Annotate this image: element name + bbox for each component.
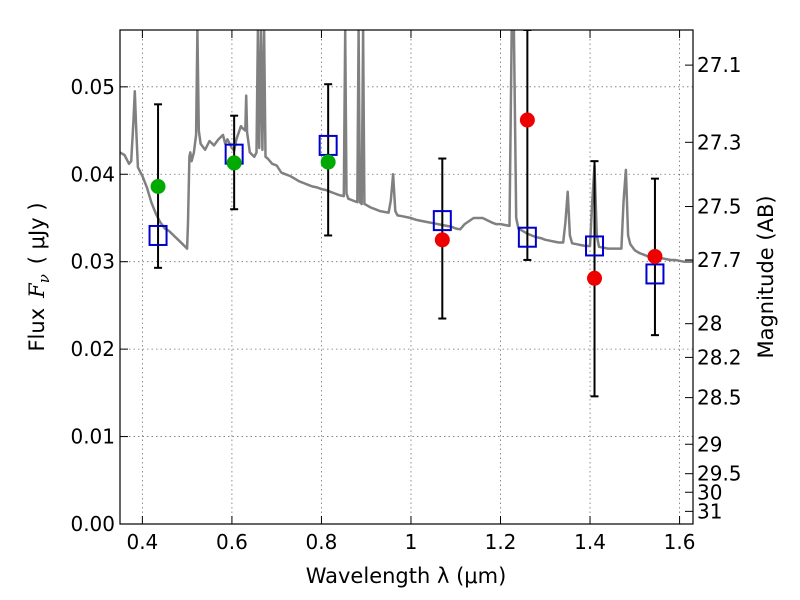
y2-tick-label: 27.3 — [697, 130, 742, 154]
y-tick-label: 0.02 — [70, 337, 115, 361]
y-tick-label: 0.01 — [70, 425, 115, 449]
y2-tick-label: 28.5 — [697, 386, 742, 410]
observed-flux-point — [647, 248, 663, 264]
observed-photometry-series — [150, 112, 663, 286]
observed-flux-point — [150, 179, 166, 195]
y2-tick-label: 31 — [697, 499, 722, 523]
y2-tick-label: 27.5 — [697, 195, 742, 219]
y-tick-label: 0.05 — [70, 75, 115, 99]
plot-frame — [119, 29, 694, 525]
model-photometry-square — [148, 224, 168, 246]
model-photometry-square — [585, 235, 605, 257]
y2-tick-label: 30 — [697, 480, 722, 504]
y-tick-labels: 0.00 0.01 0.02 0.03 0.04 0.05 — [70, 75, 115, 536]
model-photometry-square — [517, 226, 537, 248]
x-tick-labels: 0.4 0.6 0.8 1 1.2 1.4 1.6 — [126, 530, 695, 554]
x-tick-label: 1 — [405, 530, 418, 554]
observed-flux-point — [320, 154, 336, 170]
model-photometry-square — [645, 263, 665, 285]
y-axis-title-symbol: F — [25, 282, 49, 299]
y-tick-label: 0.00 — [70, 512, 115, 536]
observed-flux-point — [434, 232, 450, 248]
y2-tick-label: 27.1 — [697, 53, 742, 77]
x-tick-label: 1.6 — [664, 530, 696, 554]
model-sed-series — [120, 30, 693, 263]
y2-tick-label: 27.7 — [697, 248, 742, 272]
observed-flux-point — [226, 155, 242, 171]
x-tick-label: 1.2 — [485, 530, 517, 554]
y-tick-label: 0.04 — [70, 162, 115, 186]
axis-ticks — [120, 30, 693, 525]
x-tick-label: 0.8 — [306, 530, 338, 554]
y-axis-title-subscript: ν — [35, 274, 53, 283]
y-axis-title: Flux Fν ( μJy ) — [25, 202, 53, 351]
y-axis-title-prefix: Flux — [25, 308, 49, 352]
model-sed-line — [120, 30, 693, 263]
observed-flux-point — [519, 112, 535, 128]
x-tick-label: 1.4 — [574, 530, 606, 554]
observed-flux-point — [587, 270, 603, 286]
y2-axis-title: Magnitude (AB) — [754, 195, 778, 358]
y-tick-label: 0.03 — [70, 250, 115, 274]
model-photometry-series — [148, 134, 665, 285]
model-photometry-square — [432, 210, 452, 232]
x-axis-title: Wavelength λ (μm) — [306, 564, 507, 588]
y2-tick-label: 28.2 — [697, 345, 742, 369]
y2-tick-label: 29.5 — [697, 462, 742, 486]
y2-tick-label: 28 — [697, 312, 722, 336]
x-tick-label: 0.4 — [126, 530, 158, 554]
y2-tick-label: 29 — [697, 432, 722, 456]
x-tick-label: 0.6 — [216, 530, 248, 554]
y-axis-title-unit: ( μJy ) — [25, 202, 49, 264]
